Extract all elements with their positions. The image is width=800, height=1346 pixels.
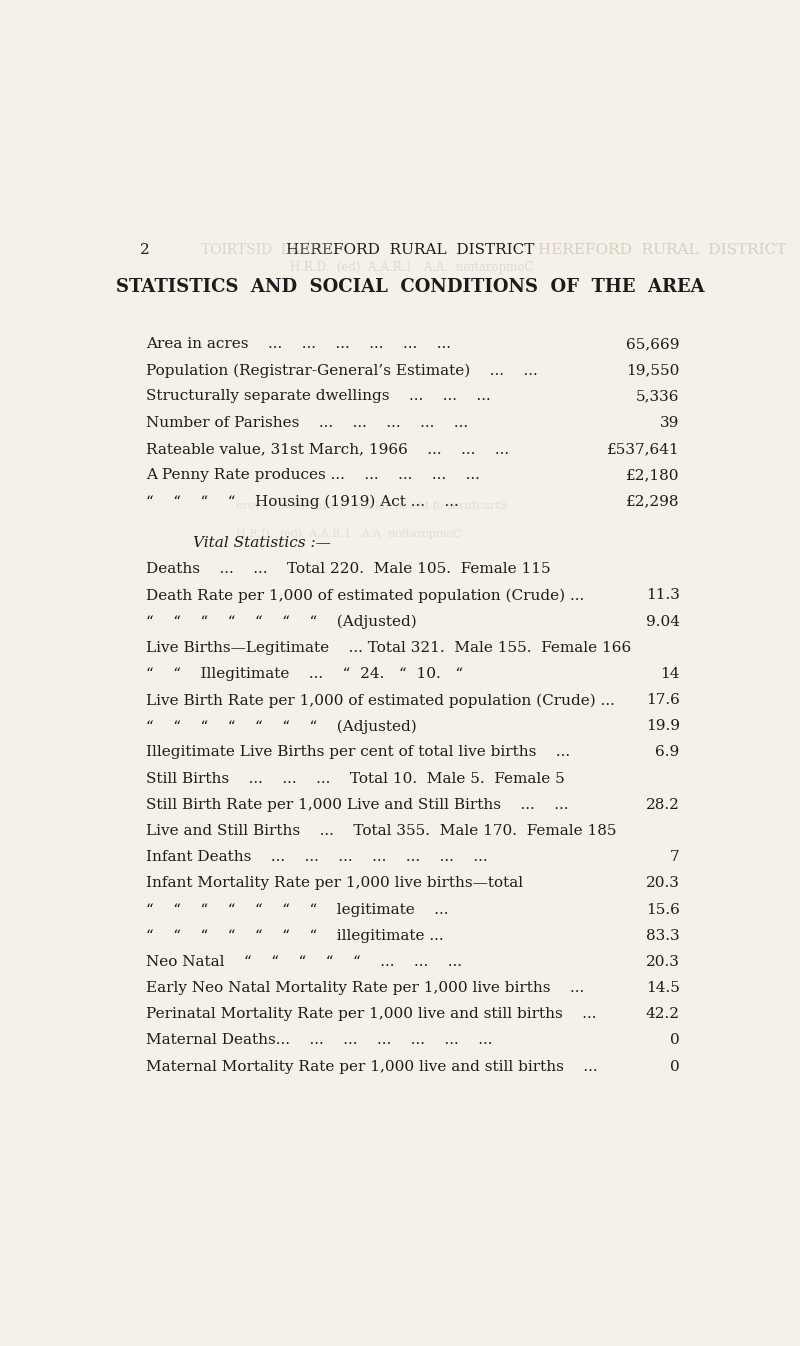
Text: A Penny Rate produces ...    ...    ...    ...    ...: A Penny Rate produces ... ... ... ... ..… xyxy=(146,468,480,482)
Text: Number of Parishes    ...    ...    ...    ...    ...: Number of Parishes ... ... ... ... ... xyxy=(146,416,469,429)
Text: Early Neo Natal Mortality Rate per 1,000 live births    ...: Early Neo Natal Mortality Rate per 1,000… xyxy=(146,981,585,995)
Text: Structurally separate dwellings    ...    ...    ...: Structurally separate dwellings ... ... … xyxy=(146,389,491,404)
Text: STATISTICS  AND  SOCIAL  CONDITIONS  OF  THE  AREA: STATISTICS AND SOCIAL CONDITIONS OF THE … xyxy=(116,277,704,296)
Text: 17.6: 17.6 xyxy=(646,693,680,707)
Text: £2,298: £2,298 xyxy=(626,494,680,509)
Text: 5,336: 5,336 xyxy=(636,389,680,404)
Text: “    “    Illegitimate    ...    “  24.   “  10.   “: “ “ Illegitimate ... “ 24. “ 10. “ xyxy=(146,668,464,681)
Text: £537,641: £537,641 xyxy=(607,441,680,456)
Text: Still Births    ...    ...    ...    Total 10.  Male 5.  Female 5: Still Births ... ... ... Total 10. Male … xyxy=(146,771,566,786)
Text: Rateable value, 31st March, 1966    ...    ...    ...: Rateable value, 31st March, 1966 ... ...… xyxy=(146,441,510,456)
Text: 20.3: 20.3 xyxy=(646,876,680,891)
Text: HEREFORD  RURAL  DISTRICT: HEREFORD RURAL DISTRICT xyxy=(538,244,786,257)
Text: 28.2: 28.2 xyxy=(646,798,680,812)
Text: Live and Still Births    ...    Total 355.  Male 170.  Female 185: Live and Still Births ... Total 355. Mal… xyxy=(146,824,617,839)
Text: 14: 14 xyxy=(660,668,680,681)
Text: Maternal Mortality Rate per 1,000 live and still births    ...: Maternal Mortality Rate per 1,000 live a… xyxy=(146,1059,598,1074)
Text: 14.5: 14.5 xyxy=(646,981,680,995)
Text: 65,669: 65,669 xyxy=(626,336,680,351)
Text: Area in acres    ...    ...    ...    ...    ...    ...: Area in acres ... ... ... ... ... ... xyxy=(146,336,451,351)
Text: “    “    “    “    “    “    “    illegitimate ...: “ “ “ “ “ “ “ illegitimate ... xyxy=(146,929,444,942)
Text: Deaths    ...    ...    Total 220.  Male 105.  Female 115: Deaths ... ... Total 220. Male 105. Fema… xyxy=(146,563,551,576)
Text: Population (Registrar-General’s Estimate)    ...    ...: Population (Registrar-General’s Estimate… xyxy=(146,363,538,378)
Text: 9.04: 9.04 xyxy=(646,615,680,629)
Text: TOIRTSID  LARUR: TOIRTSID LARUR xyxy=(201,244,332,257)
Text: Perinatal Mortality Rate per 1,000 live and still births    ...: Perinatal Mortality Rate per 1,000 live … xyxy=(146,1007,597,1022)
Text: 6.9: 6.9 xyxy=(655,746,680,759)
Text: Vital Statistics :—: Vital Statistics :— xyxy=(193,536,331,551)
Text: 19.9: 19.9 xyxy=(646,719,680,734)
Text: 42.2: 42.2 xyxy=(646,1007,680,1022)
Text: Illegitimate Live Births per cent of total live births    ...: Illegitimate Live Births per cent of tot… xyxy=(146,746,570,759)
Text: £2,180: £2,180 xyxy=(626,468,680,482)
Text: Infant Mortality Rate per 1,000 live births—total: Infant Mortality Rate per 1,000 live bir… xyxy=(146,876,524,891)
Text: 20.3: 20.3 xyxy=(646,954,680,969)
Text: 0: 0 xyxy=(670,1034,680,1047)
Text: 11.3: 11.3 xyxy=(646,588,680,603)
Text: 2: 2 xyxy=(140,244,150,257)
Text: Live Births—Legitimate    ... Total 321.  Male 155.  Female 166: Live Births—Legitimate ... Total 321. Ma… xyxy=(146,641,632,654)
Text: 15.6: 15.6 xyxy=(646,903,680,917)
Text: H.R.D.  (ed)  A.A.R.1  .A.A  noitaropmoC: H.R.D. (ed) A.A.R.1 .A.A noitaropmoC xyxy=(236,528,462,538)
Text: Death Rate per 1,000 of estimated population (Crude) ...: Death Rate per 1,000 of estimated popula… xyxy=(146,588,585,603)
Text: “    “    “    “    “    “    “    (Adjusted): “ “ “ “ “ “ “ (Adjusted) xyxy=(146,719,418,734)
Text: 39: 39 xyxy=(660,416,680,429)
Text: Neo Natal    “    “    “    “    “    ...    ...    ...: Neo Natal “ “ “ “ “ ... ... ... xyxy=(146,954,462,969)
Text: 83.3: 83.3 xyxy=(646,929,680,942)
Text: 7: 7 xyxy=(670,851,680,864)
Text: Still Birth Rate per 1,000 Live and Still Births    ...    ...: Still Birth Rate per 1,000 Live and Stil… xyxy=(146,798,569,812)
Text: “    “    “    “    “    “    “    (Adjusted): “ “ “ “ “ “ “ (Adjusted) xyxy=(146,615,418,629)
Text: Maternal Deaths...    ...    ...    ...    ...    ...    ...: Maternal Deaths... ... ... ... ... ... .… xyxy=(146,1034,493,1047)
Text: 0: 0 xyxy=(670,1059,680,1074)
Text: 19,550: 19,550 xyxy=(626,363,680,377)
Text: HEREFORD  RURAL  DISTRICT: HEREFORD RURAL DISTRICT xyxy=(286,244,534,257)
Text: H.R.D.  (ed)  A.A.R.1   A.A.  noitaropmoC: H.R.D. (ed) A.A.R.1 A.A. noitaropmoC xyxy=(290,261,534,273)
Text: “    “    “    “    “    “    “    legitimate    ...: “ “ “ “ “ “ “ legitimate ... xyxy=(146,903,449,917)
Text: Infant Deaths    ...    ...    ...    ...    ...    ...    ...: Infant Deaths ... ... ... ... ... ... ..… xyxy=(146,851,488,864)
Text: Live Birth Rate per 1,000 of estimated population (Crude) ...: Live Birth Rate per 1,000 of estimated p… xyxy=(146,693,615,708)
Text: erova eht rof laicnif dna laicos eht fo serutcurtS: erova eht rof laicnif dna laicos eht fo … xyxy=(236,501,507,511)
Text: “    “    “    “    Housing (1919) Act ...    ...: “ “ “ “ Housing (1919) Act ... ... xyxy=(146,494,459,509)
